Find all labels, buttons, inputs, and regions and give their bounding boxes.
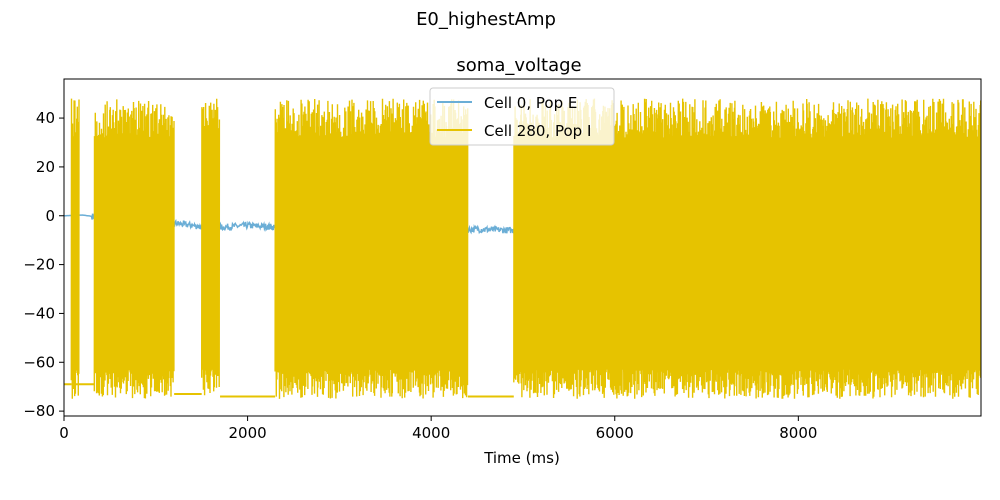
y-tick-label: 0 — [45, 207, 55, 225]
x-axis-label: Time (ms) — [483, 449, 560, 467]
y-axis: 40 20 0 −20 −40 −60 −80 — [23, 109, 64, 420]
legend-label-cell-280: Cell 280, Pop I — [484, 122, 591, 140]
x-tick-label: 6000 — [596, 424, 634, 442]
y-tick-label: 20 — [36, 158, 55, 176]
legend-label-cell-0: Cell 0, Pop E — [484, 94, 577, 112]
x-tick-label: 4000 — [412, 424, 450, 442]
spike-burst — [70, 98, 80, 399]
x-tick-label: 8000 — [779, 424, 817, 442]
x-tick-label: 2000 — [228, 424, 266, 442]
figure-suptitle: E0_highestAmp — [416, 9, 556, 30]
spike-burst — [513, 98, 981, 399]
series-line-cell-280 — [64, 98, 981, 399]
x-axis: 0 2000 4000 6000 8000 — [59, 416, 817, 442]
chart-title: soma_voltage — [456, 55, 581, 76]
legend-box — [429, 87, 615, 146]
plot-area — [64, 98, 981, 399]
spike-burst — [93, 99, 175, 399]
y-tick-label: −20 — [23, 256, 55, 274]
y-tick-label: −80 — [23, 402, 55, 420]
legend: Cell 0, Pop E Cell 280, Pop I — [429, 87, 615, 146]
axes-frame — [63, 78, 982, 417]
y-tick-label: −60 — [23, 353, 55, 371]
spike-burst — [201, 98, 221, 396]
spike-burst — [274, 98, 469, 399]
x-tick-label: 0 — [59, 424, 69, 442]
y-tick-label: 40 — [36, 109, 55, 127]
y-tick-label: −40 — [23, 304, 55, 322]
